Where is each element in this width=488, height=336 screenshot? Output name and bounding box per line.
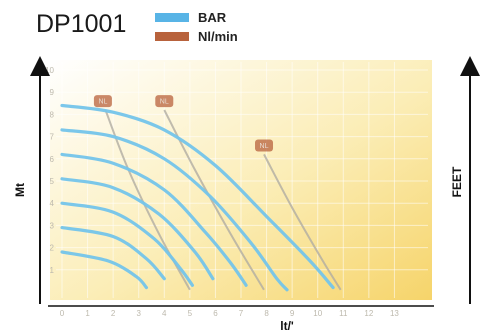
flow-marker-badge-0 (93, 95, 112, 108)
flow-marker-0: NL (93, 95, 112, 108)
pressure-curves (60, 103, 335, 292)
legend-swatch-nlmin (155, 32, 189, 41)
x-tick-label-0: 0 (60, 309, 65, 318)
pressure-curve-4 (60, 201, 194, 287)
y-tick-label-4: 5 (50, 177, 55, 186)
x-tick-label-7: 7 (239, 309, 244, 318)
legend-swatch-bar (155, 13, 189, 22)
x-tick-label-12: 12 (364, 309, 373, 318)
y-tick-label-8: 9 (50, 88, 55, 97)
y-tick-label-1: 2 (50, 244, 55, 253)
x-tick-label-4: 4 (162, 309, 167, 318)
flow-marker-2: NL (255, 139, 274, 152)
pressure-curve-0 (60, 103, 335, 290)
pressure-curve-1 (60, 128, 289, 292)
y2-axis-label: FEET (450, 166, 464, 197)
x-tick-label-2: 2 (111, 309, 116, 318)
x-tick-label-3: 3 (136, 309, 141, 318)
legend-label-nlmin: Nl/min (198, 29, 238, 44)
flow-marker-label-0: NL (98, 99, 107, 106)
y-tick-label-9: 10 (45, 66, 54, 75)
y-axis-label: Mt (13, 183, 27, 197)
flow-markers: NL NL NL (93, 95, 274, 152)
flow-line-2 (263, 153, 342, 291)
flow-marker-badge-2 (255, 139, 274, 152)
y-tick-label-6: 7 (50, 133, 55, 142)
pressure-curve-2 (60, 152, 248, 287)
chart-legend: BAR Nl/min (155, 10, 238, 44)
x-tick-label-13: 13 (390, 309, 399, 318)
legend-label-bar: BAR (198, 10, 227, 25)
flow-marker-badge-1 (155, 95, 174, 108)
y-tick-label-2: 3 (50, 221, 55, 230)
x-tick-label-9: 9 (290, 309, 295, 318)
x-axis-label: lt/' (280, 319, 294, 333)
pressure-curve-5 (60, 226, 166, 281)
chart-title: DP1001 (36, 10, 126, 38)
y-tick-label-5: 6 (50, 155, 55, 164)
x-tick-label-1: 1 (85, 309, 90, 318)
y-tick-label-3: 4 (50, 199, 55, 208)
pressure-curve-3 (60, 177, 215, 281)
grid (56, 62, 428, 298)
x-tick-label-11: 11 (339, 309, 348, 318)
flow-marker-1: NL (155, 95, 174, 108)
flow-marker-label-2: NL (260, 143, 269, 150)
x-tick-label-10: 10 (313, 309, 322, 318)
x-tick-label-5: 5 (188, 309, 193, 318)
flow-marker-label-1: NL (160, 99, 169, 106)
x-tick-label-6: 6 (213, 309, 218, 318)
x-tick-label-8: 8 (264, 309, 269, 318)
y-tick-label-7: 8 (50, 110, 55, 119)
pressure-curve-6 (60, 250, 148, 290)
y-tick-label-0: 1 (50, 266, 55, 275)
